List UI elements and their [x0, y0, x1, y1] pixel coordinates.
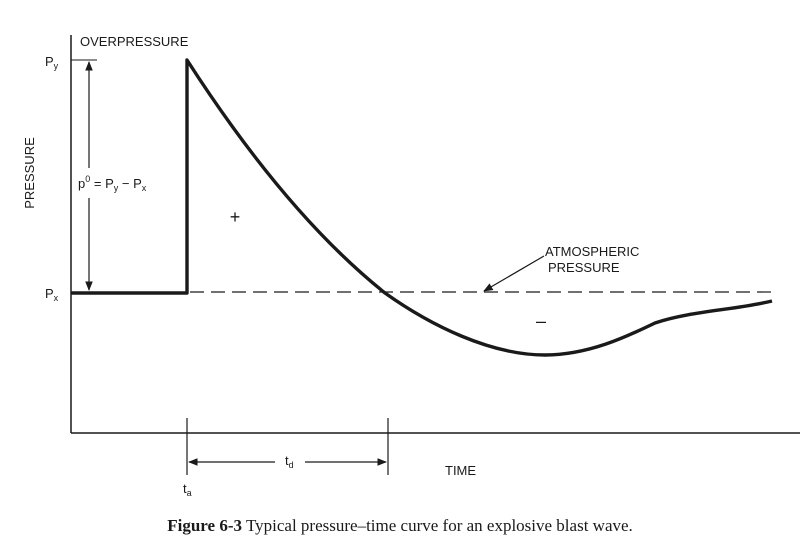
arrival-time-label: ta	[183, 481, 192, 498]
atmospheric-leader-arrow	[483, 255, 545, 292]
caption-text: Typical pressure–time curve for an explo…	[245, 516, 633, 535]
overpressure-label: OVERPRESSURE	[80, 34, 189, 49]
y-axis-label: PRESSURE	[22, 137, 37, 209]
atmospheric-label-line1: ATMOSPHERIC	[545, 244, 639, 259]
atmospheric-label-line2: PRESSURE	[548, 260, 620, 275]
negative-phase-sign: –	[536, 311, 546, 331]
figure-caption: Figure 6-3 Typical pressure–time curve f…	[0, 516, 800, 536]
figure-number: Figure 6-3	[167, 516, 242, 535]
pressure-time-curve	[71, 58, 773, 357]
x-axis-label: TIME	[445, 463, 476, 478]
positive-phase-sign: +	[230, 207, 241, 227]
ambient-pressure-label: Px	[45, 286, 59, 303]
formula-background	[76, 170, 164, 194]
peak-pressure-label: Py	[45, 54, 59, 71]
duration-label: td	[285, 453, 294, 470]
overpressure-formula: p0 = Py − Px	[78, 174, 147, 193]
